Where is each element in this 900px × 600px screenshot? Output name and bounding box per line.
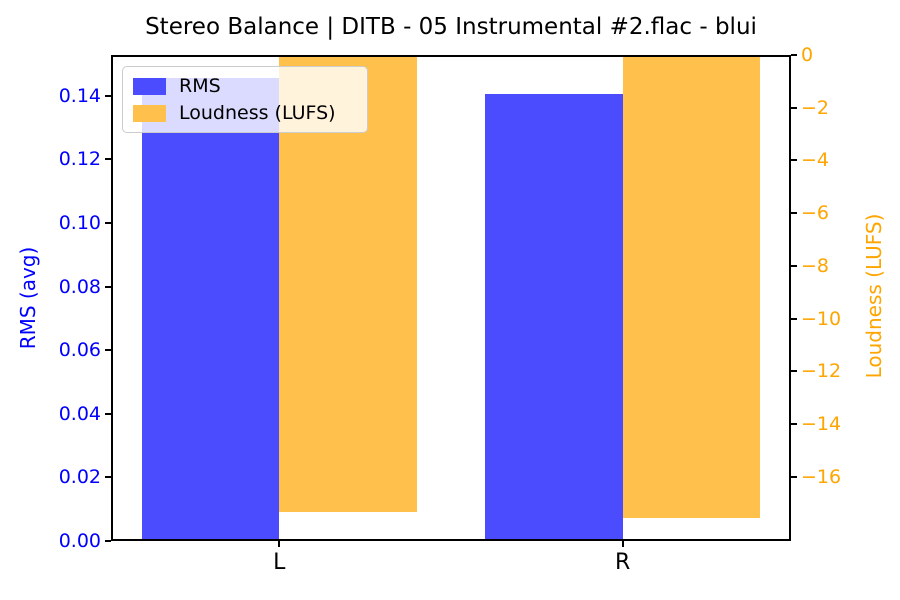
left-tick-mark [105,94,111,97]
bar-rms-r [485,94,623,541]
legend-item-rms: RMS [133,74,367,97]
right-tick-label: −8 [801,254,830,277]
legend-swatch-rms [133,77,166,95]
legend-label-loudness: Loudness (LUFS) [179,101,336,124]
x-tick-mark [278,541,281,547]
left-tick-label: 0.02 [58,466,101,489]
x-tick-mark [621,541,624,547]
legend-swatch-loudness [133,104,166,122]
chart-title: Stereo Balance | DITB - 05 Instrumental … [145,14,757,40]
left-tick-mark [105,221,111,224]
left-tick-label: 0.06 [58,339,101,362]
right-tick-label: −2 [801,96,830,119]
left-tick-label: 0.08 [58,275,101,298]
right-tick-mark [791,423,797,426]
right-tick-label: −4 [801,149,830,172]
left-tick-label: 0.14 [58,84,101,107]
left-tick-mark [105,158,111,161]
left-axis-label: RMS (avg) [16,246,40,350]
bar-rms-l [141,78,280,541]
right-tick-mark [791,159,797,162]
bar-loudness-lufs-r [622,55,761,518]
right-tick-label: 0 [801,44,814,66]
right-tick-label: −14 [801,413,842,436]
x-tick-label-l: L [273,550,286,575]
right-tick-mark [791,264,797,267]
right-tick-mark [791,475,797,478]
left-tick-mark [105,476,111,479]
left-tick-label: 0.04 [58,402,101,425]
left-tick-label: 0.10 [58,211,101,234]
right-tick-mark [791,370,797,373]
left-tick-mark [105,412,111,415]
left-tick-label: 0.00 [58,530,101,552]
right-tick-label: −10 [801,307,842,330]
left-tick-mark [105,349,111,352]
right-tick-mark [791,54,797,56]
left-tick-mark [105,285,111,288]
right-tick-label: −12 [801,360,842,383]
right-tick-label: −16 [801,465,842,488]
right-tick-mark [791,212,797,215]
right-tick-label: −6 [801,202,830,225]
right-tick-mark [791,317,797,320]
right-tick-mark [791,106,797,109]
left-tick-label: 0.12 [58,148,101,171]
legend-item-loudness: Loudness (LUFS) [133,101,367,124]
right-axis-label: Loudness (LUFS) [862,213,886,379]
legend-label-rms: RMS [179,74,221,97]
left-tick-mark [105,540,111,542]
legend: RMS Loudness (LUFS) [122,66,368,133]
x-tick-label-r: R [615,550,631,575]
